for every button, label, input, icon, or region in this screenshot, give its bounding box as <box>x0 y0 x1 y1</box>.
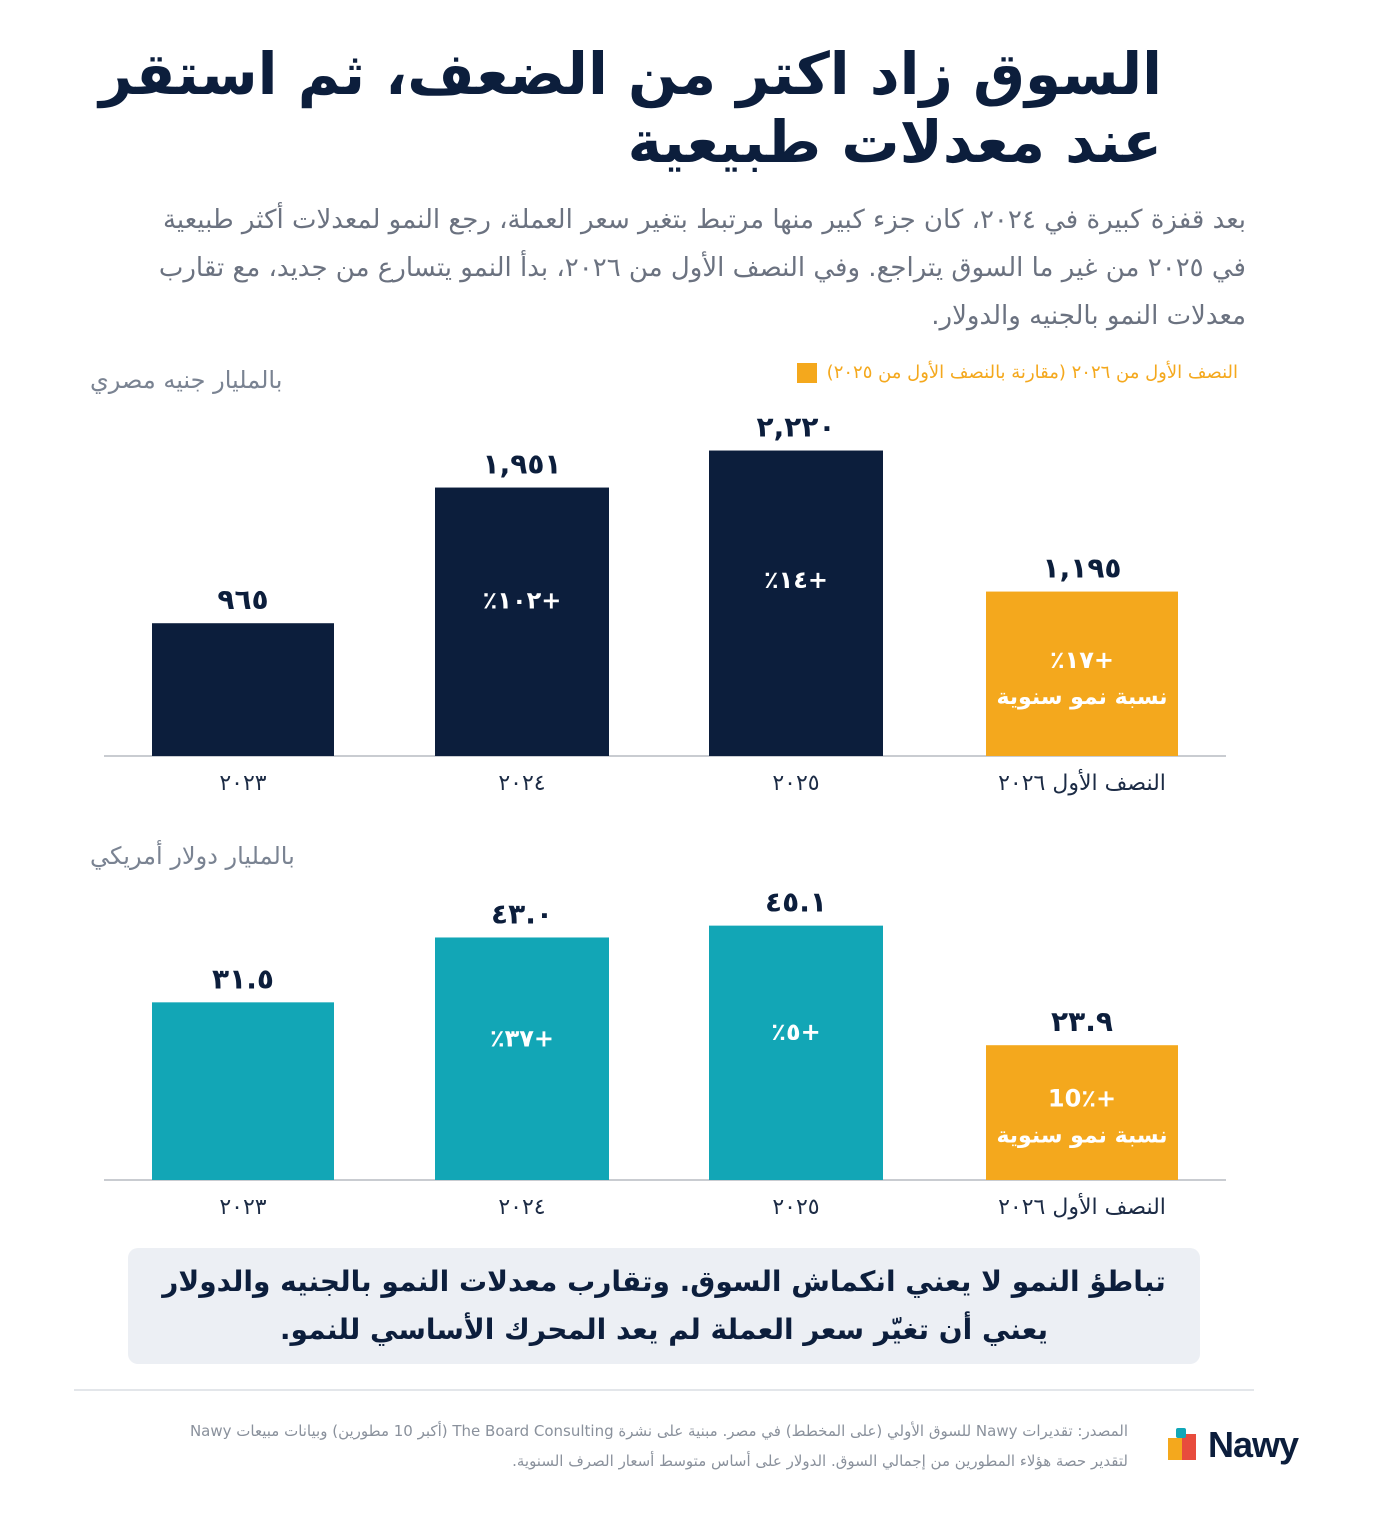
bar <box>709 450 883 756</box>
bar-value-label: ٤٣.٠ <box>491 897 553 930</box>
bar-growth-label: +10٪ <box>1048 1085 1116 1113</box>
chart-egp-unit-label: بالمليار جنيه مصري <box>90 366 283 394</box>
bar <box>986 591 1178 756</box>
bar-value-label: ٢٣.٩ <box>1051 1005 1113 1038</box>
source-line-2: لتقدير حصة هؤلاء المطورين من إجمالي السو… <box>512 1452 1128 1470</box>
x-tick-label: ٢٠٢٤ <box>498 771 545 796</box>
bar-value-label: ٢,٢٢٠ <box>757 411 836 444</box>
callout-line-2: يعني أن تغيّر سعر العملة لم يعد المحرك ا… <box>279 1313 1049 1346</box>
callout-box: تباطؤ النمو لا يعني انكماش السوق. وتقارب… <box>128 1248 1200 1364</box>
bar <box>152 623 334 756</box>
bar-growth-label: +٥٪ <box>771 1018 820 1046</box>
page-title: السوق زاد اكتر من الضعف، ثم استقر عند مع… <box>99 40 1162 176</box>
bar <box>435 937 609 1180</box>
chart-usd-unit-label: بالمليار دولار أمريكي <box>90 842 295 870</box>
bar-growth-label: +٣٧٪ <box>490 1025 554 1053</box>
chart-usd: ٣١.٥ ٢٠٢٣ ٤٣.٠ +٣٧٪ ٢٠٢٤ ٤٥.١ +٥٪ ٢٠٢٥ ٢٣.٩ +10٪ ن… <box>104 886 1226 1220</box>
bar <box>152 1002 334 1180</box>
legend: النصف الأول من ٢٠٢٦ (مقارنة بالنصف الأول… <box>796 362 1238 383</box>
x-tick-label: النصف الأول ٢٠٢٦ <box>998 769 1166 796</box>
nawy-logo-icon <box>1168 1428 1204 1462</box>
x-tick-label: ٢٠٢٥ <box>772 771 819 796</box>
bar-value-label: ١,١٩٥ <box>1043 552 1122 585</box>
bar <box>709 925 883 1180</box>
x-tick-label: ٢٠٢٣ <box>219 771 266 796</box>
bar-value-label: ١,٩٥١ <box>483 448 562 481</box>
legend-swatch <box>796 362 817 383</box>
bar-value-label: ٤٥.١ <box>765 886 827 919</box>
x-tick-label: ٢٠٢٥ <box>772 1195 819 1220</box>
footer-divider <box>74 1389 1254 1391</box>
bar <box>986 1045 1178 1180</box>
bar-growth-label: +١٤٪ <box>764 566 828 594</box>
nawy-logo: Nawy <box>1168 1424 1299 1466</box>
page-subtitle: بعد قفزة كبيرة في ٢٠٢٤، كان جزء كبير منه… <box>158 205 1246 331</box>
x-tick-label: ٢٠٢٣ <box>219 1195 266 1220</box>
chart-egp: ٩٦٥ ٢٠٢٣ ١,٩٥١ +١٠٢٪ ٢٠٢٤ ٢,٢٢٠ +١٤٪ ٢٠٢٥ ١,١٩٥ +… <box>104 411 1226 796</box>
x-tick-label: النصف الأول ٢٠٢٦ <box>998 1193 1166 1220</box>
bar-value-label: ٣١.٥ <box>212 962 274 995</box>
bar-growth-label: +١٠٢٪ <box>483 586 562 614</box>
legend-label: النصف الأول من ٢٠٢٦ (مقارنة بالنصف الأول… <box>826 362 1238 383</box>
nawy-logo-text: Nawy <box>1208 1424 1299 1465</box>
bar-value-label: ٩٦٥ <box>217 583 268 616</box>
source-note: المصدر: تقديرات Nawy للسوق الأولي (على ا… <box>80 1416 1128 1476</box>
x-tick-label: ٢٠٢٤ <box>498 1195 545 1220</box>
bar-growth-sublabel: نسبة نمو سنوية <box>996 1124 1167 1149</box>
source-line-1: المصدر: تقديرات Nawy للسوق الأولي (على ا… <box>189 1422 1128 1440</box>
bar-growth-sublabel: نسبة نمو سنوية <box>996 685 1167 710</box>
callout-line-1: تباطؤ النمو لا يعني انكماش السوق. وتقارب… <box>162 1265 1166 1298</box>
bar-growth-label: +١٧٪ <box>1050 646 1114 674</box>
bar <box>435 487 609 756</box>
